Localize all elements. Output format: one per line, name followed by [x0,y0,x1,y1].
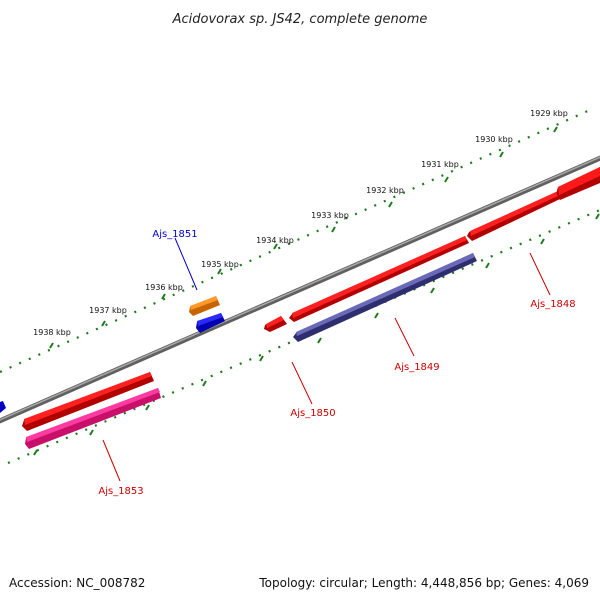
major-tick [101,320,106,327]
major-tick [388,201,393,208]
inner-tick-track [7,208,600,465]
kbp-labels: 1929 kbp 1930 kbp 1931 kbp 1932 kbp 1933… [33,109,568,337]
major-tick [145,404,150,411]
major-tick [202,380,207,387]
accession-text: Accession: NC_008782 [9,576,145,590]
leader-ajs-1850 [291,361,313,405]
outer-tick-track [0,108,591,374]
leader-ajs-1851 [174,237,198,291]
gene-arrow-ajs-1853[interactable] [25,388,161,449]
kbp-label: 1929 kbp [530,109,568,118]
major-tick [374,312,379,319]
major-tick [217,268,222,275]
blue-feature[interactable] [196,313,225,333]
major-tick [430,287,435,294]
label-leaders [102,237,551,482]
kbp-label: 1936 kbp [145,283,183,292]
gene-label-ajs-1853[interactable]: Ajs_1853 [98,486,143,497]
inner-tick-dots [7,208,600,465]
major-tick [540,238,545,245]
gene-arrow-ajs-1851[interactable] [189,296,220,316]
major-tick [161,293,166,300]
kbp-label: 1933 kbp [311,211,349,220]
leader-ajs-1848 [529,252,551,296]
major-tick [33,449,38,456]
major-tick [485,262,490,269]
major-tick [499,151,504,158]
map-title: Acidovorax sp. JS42, complete genome [172,12,428,27]
gene-arrow-partial[interactable] [556,167,600,200]
kbp-label: 1935 kbp [201,260,239,269]
blue-feature-left[interactable] [0,401,6,413]
kbp-label: 1930 kbp [475,135,513,144]
gene-arrow-ajs-1850[interactable] [289,236,469,322]
gene-arrow-ajs-1848[interactable] [467,192,560,241]
major-tick [259,355,264,362]
leader-ajs-1853 [102,439,121,482]
gene-label-ajs-1850[interactable]: Ajs_1850 [290,408,335,419]
gene-features [0,167,600,449]
major-tick [49,342,54,349]
gene-label-ajs-1851[interactable]: Ajs_1851 [152,229,197,240]
major-tick [89,429,94,436]
major-tick [444,176,449,183]
gene-arrow-small-red[interactable] [264,316,287,332]
genome-backbone [0,155,600,424]
kbp-label: 1932 kbp [366,186,404,195]
major-tick [273,243,278,250]
major-tick [553,126,558,133]
kbp-label: 1937 kbp [89,306,127,315]
topology-text: Topology: circular; Length: 4,448,856 bp… [258,576,589,590]
gene-label-ajs-1848[interactable]: Ajs_1848 [530,299,575,310]
major-tick [595,213,600,220]
outer-tick-dots [0,108,591,374]
gene-labels: Ajs_1851 Ajs_1848 Ajs_1849 Ajs_1850 Ajs_… [98,229,575,497]
leader-ajs-1849 [394,317,415,357]
kbp-label: 1938 kbp [33,328,71,337]
gene-label-ajs-1849[interactable]: Ajs_1849 [394,362,439,373]
major-tick [317,337,322,344]
gene-arrow-ajs-1849[interactable] [293,253,477,342]
kbp-label: 1934 kbp [256,236,294,245]
gene-arrow-left-red[interactable] [22,372,154,431]
kbp-label: 1931 kbp [421,160,459,169]
major-tick [331,226,336,233]
